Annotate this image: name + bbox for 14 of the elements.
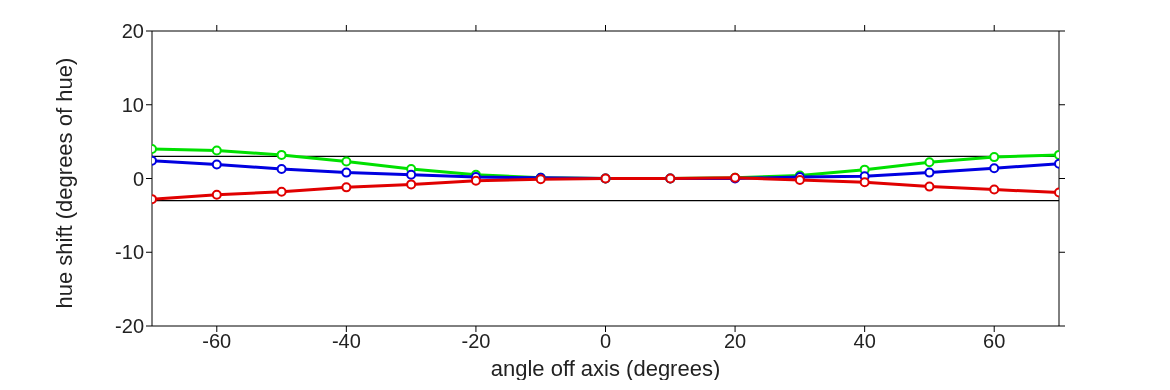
y-tick-label: 20 <box>121 20 144 43</box>
x-tick-label: 40 <box>853 330 876 353</box>
y-axis-title: hue shift (degrees of hue) <box>51 57 77 309</box>
x-tick-label: -60 <box>202 330 232 353</box>
x-tick-label: 20 <box>723 330 747 353</box>
x-tick-label: 60 <box>983 330 1006 353</box>
y-tick-label: 10 <box>121 93 144 116</box>
x-tick-label: -40 <box>331 330 361 353</box>
y-tick-label: -10 <box>115 241 144 264</box>
x-tick-label: 0 <box>599 330 612 353</box>
y-tick-label: 0 <box>132 167 144 190</box>
y-tick-label: -20 <box>115 315 144 338</box>
x-axis-title: angle off axis (degrees) <box>490 356 721 381</box>
x-tick-label: -20 <box>461 330 491 353</box>
